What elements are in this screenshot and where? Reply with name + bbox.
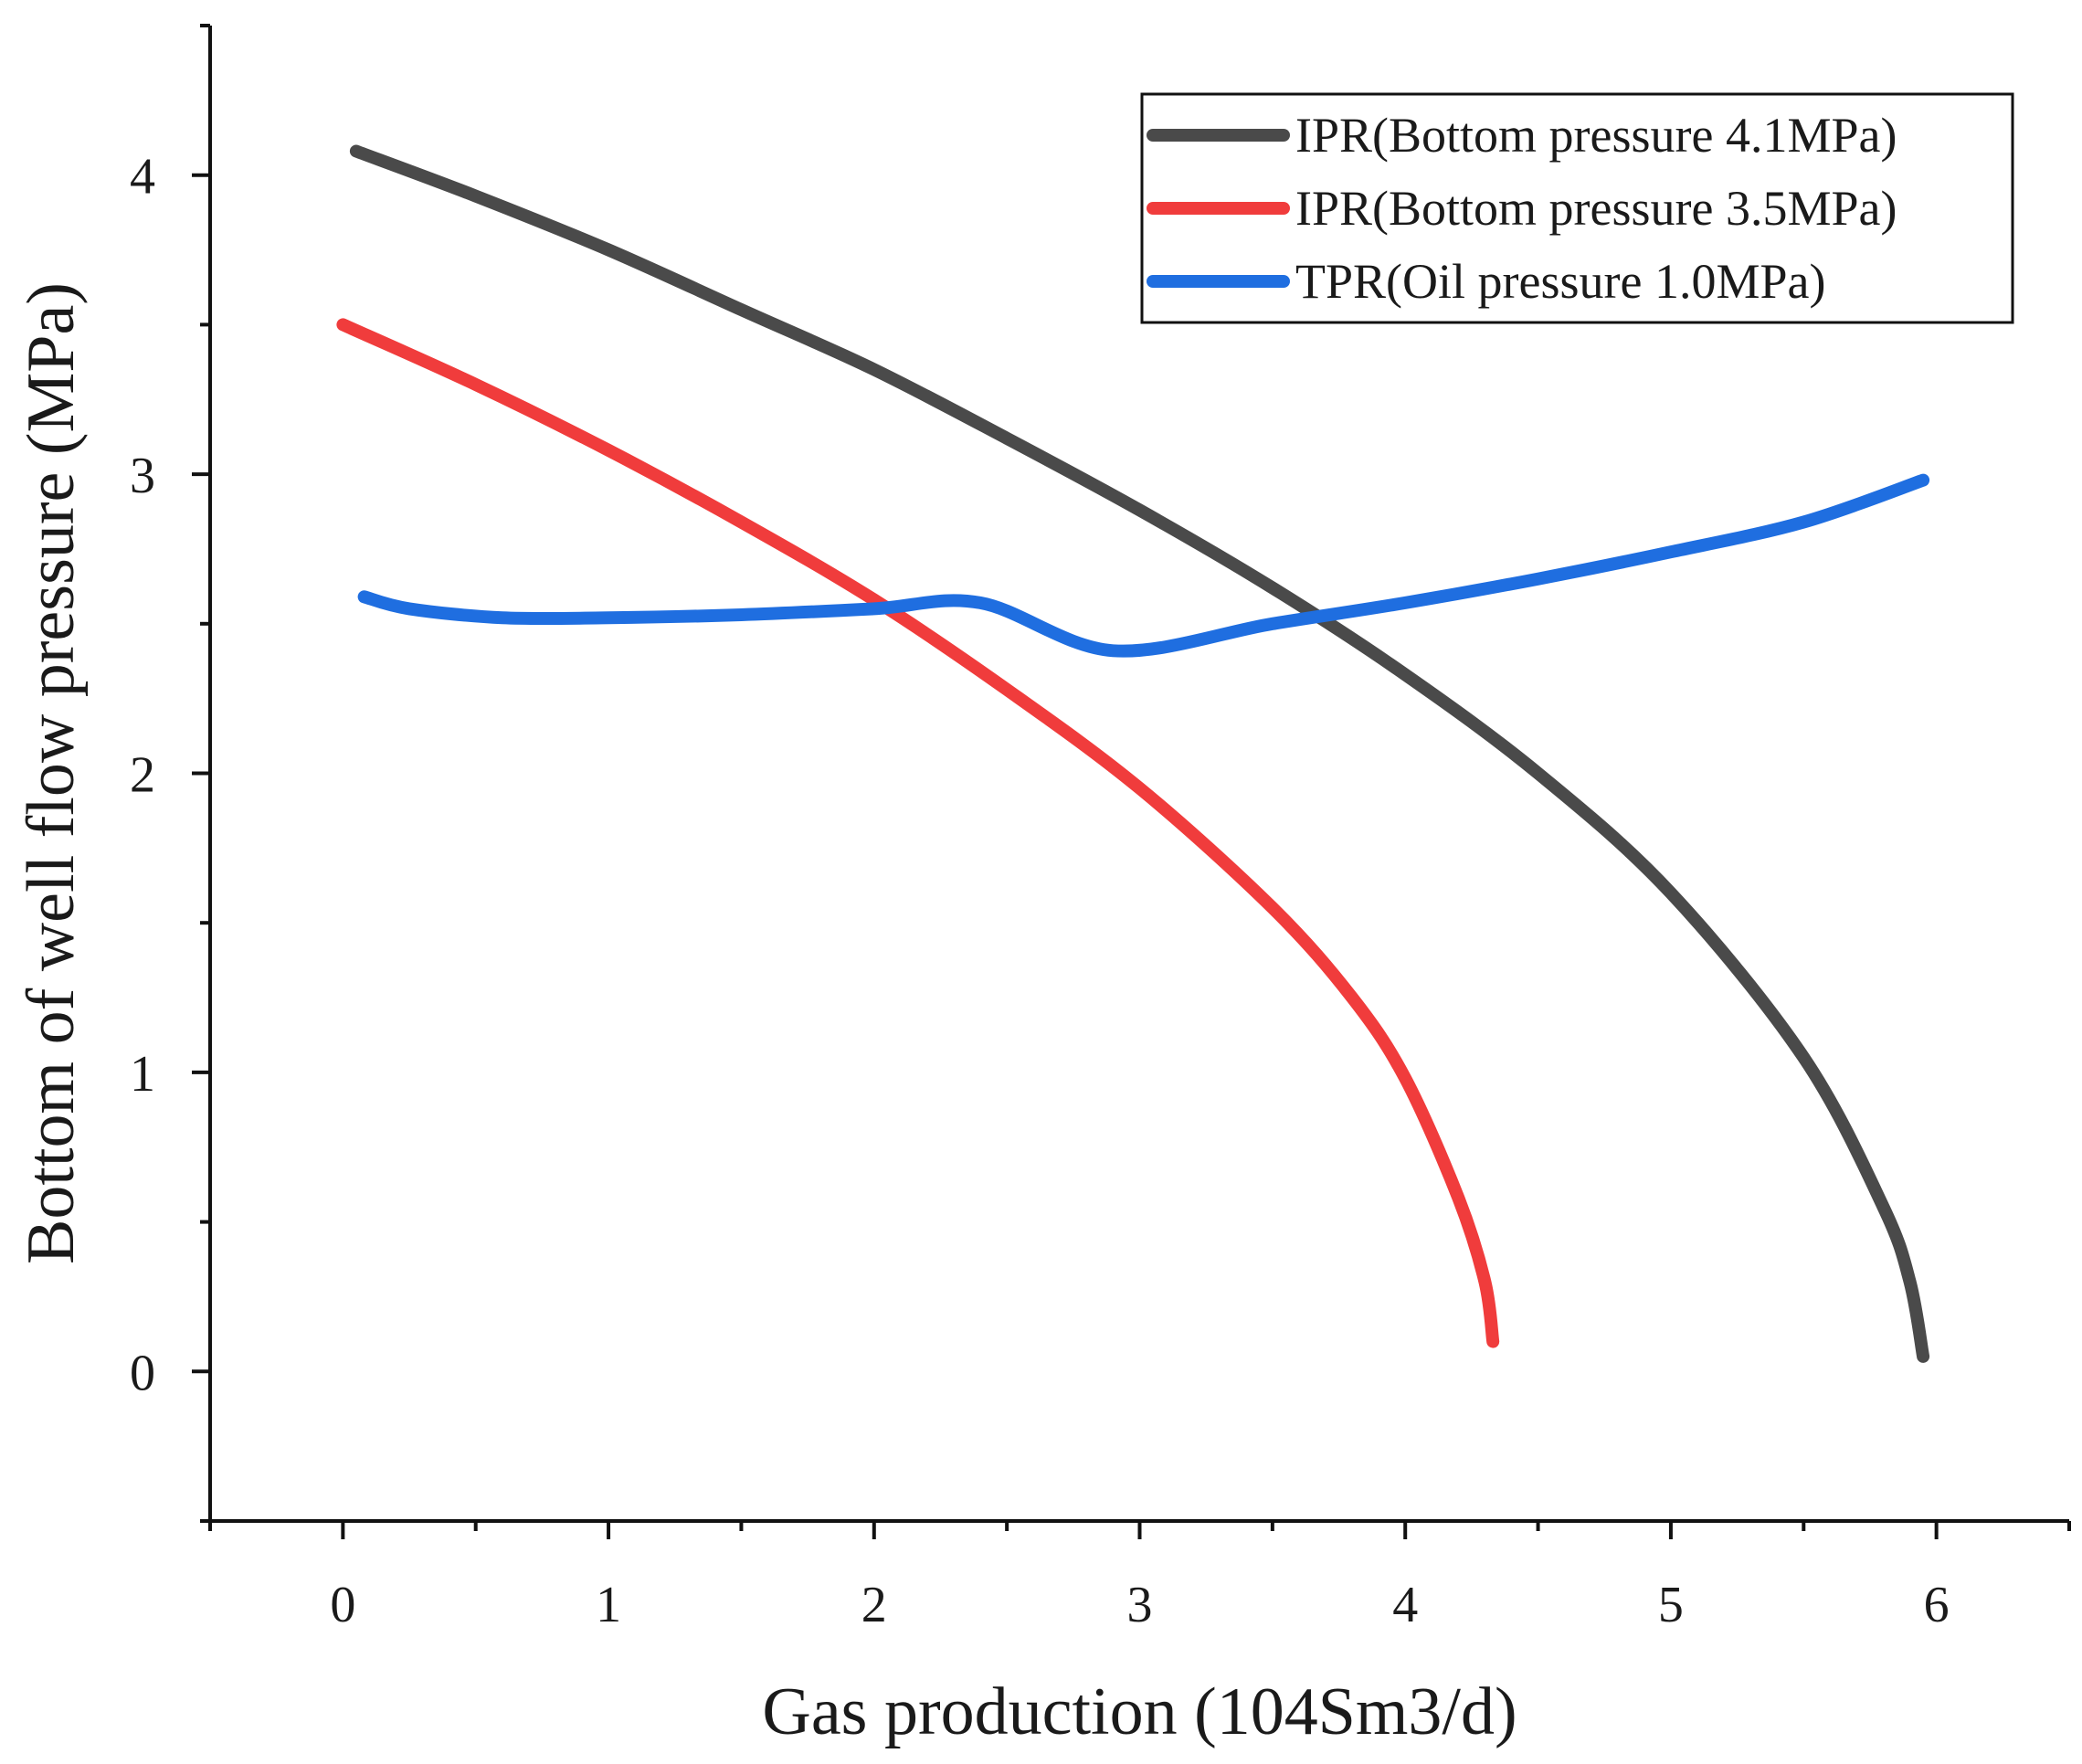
x-tick-label: 6 (1924, 1577, 1950, 1633)
y-tick-label: 1 (130, 1046, 155, 1103)
x-tick-label: 2 (861, 1577, 887, 1633)
series-line-tpr-1-0-mpa-line (357, 473, 1930, 658)
y-tick-label: 3 (130, 448, 155, 504)
legend-label: TPR(Oil pressure 1.0MPa) (1295, 254, 1825, 309)
legend-label: IPR(Bottom pressure 4.1MPa) (1295, 108, 1897, 163)
x-tick-label: 0 (330, 1577, 355, 1633)
x-tick-label: 3 (1127, 1577, 1153, 1633)
x-axis-title: Gas production (104Sm3/d) (762, 1674, 1517, 1749)
y-tick-label: 2 (130, 747, 155, 804)
series-line-ipr-4-1-mpa-line (349, 144, 1930, 1363)
x-tick-label: 1 (596, 1577, 621, 1633)
legend: IPR(Bottom pressure 4.1MPa) IPR(Bottom pr… (1140, 92, 2014, 324)
series-line-ipr-3-5-mpa-line (336, 318, 1500, 1348)
y-axis: 0 1 2 3 4 (130, 24, 210, 1523)
y-axis-title: Bottom of well flow pressure (MPa) (14, 282, 89, 1264)
x-tick-label: 4 (1392, 1577, 1418, 1633)
legend-label: IPR(Bottom pressure 3.5MPa) (1295, 181, 1897, 236)
x-tick-label: 5 (1658, 1577, 1684, 1633)
x-axis: 0 1 2 3 4 5 6 (208, 1521, 2071, 1633)
y-tick-label: 0 (130, 1345, 155, 1401)
y-tick-label: 4 (130, 149, 155, 206)
series-layer (336, 144, 1930, 1363)
